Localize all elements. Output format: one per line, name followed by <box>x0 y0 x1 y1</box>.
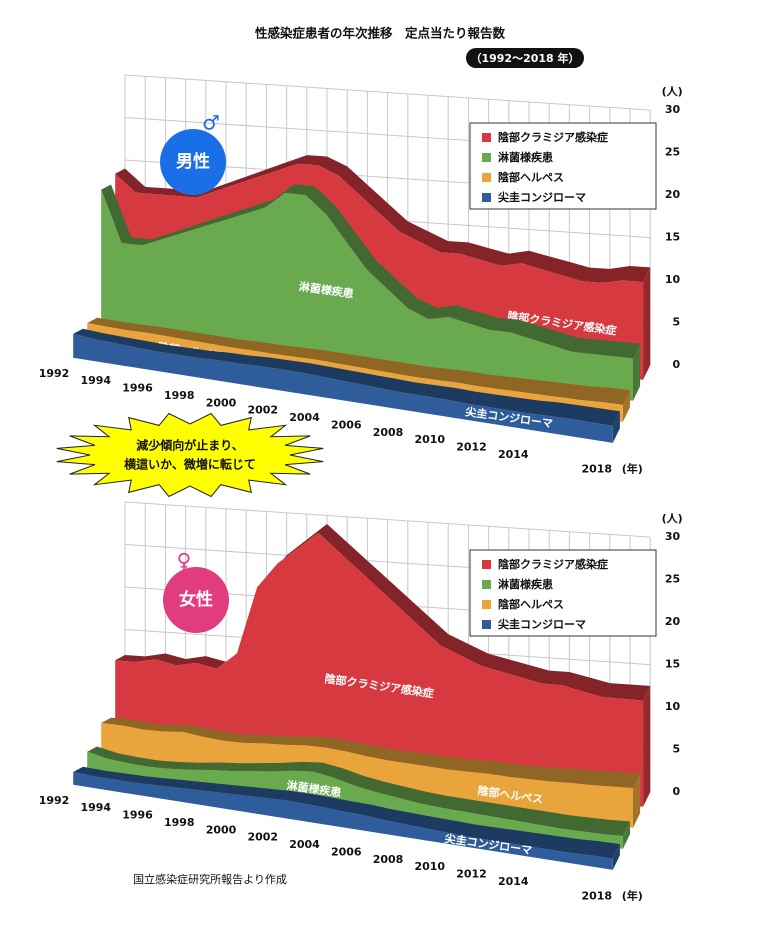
area-depth <box>115 524 651 701</box>
series-layer: 陰部ヘルペス <box>101 717 641 828</box>
area-end <box>633 343 641 401</box>
area-depth <box>87 746 630 837</box>
x-tick-label: 1994 <box>80 374 111 387</box>
x-tick-label: 1994 <box>80 801 111 814</box>
y-tick-label: 0 <box>673 358 681 371</box>
area <box>101 723 633 828</box>
x-tick-label: 1998 <box>164 389 195 402</box>
x-tick-label: 2006 <box>331 418 362 431</box>
x-tick-label: 1998 <box>164 816 195 829</box>
y-tick-label: 30 <box>665 530 681 543</box>
legend-label: 陰部ヘルペス <box>498 170 564 184</box>
y-unit: (人) <box>662 85 683 98</box>
x-tick-label: 2010 <box>414 433 445 446</box>
y-tick-label: 10 <box>665 273 681 286</box>
subtitle: （1992〜2018 年） <box>470 51 579 65</box>
area-end <box>643 685 651 807</box>
x-tick-label: 2014 <box>498 448 529 461</box>
area-end <box>633 773 641 828</box>
x-tick-label: 2012 <box>456 441 487 454</box>
annotation-line: 横這いか、微増に転じて <box>124 457 256 472</box>
legend-label: 尖圭コンジローマ <box>497 190 586 204</box>
x-tick-label: 2004 <box>289 411 320 424</box>
legend-label: 淋菌様疾患 <box>498 577 553 591</box>
x-tick-label: 2000 <box>206 396 237 409</box>
x-tick-label: 2012 <box>456 868 487 881</box>
area-end <box>612 411 620 443</box>
x-tick-label: 2006 <box>331 845 362 858</box>
y-tick-label: 0 <box>673 785 681 798</box>
area-depth <box>101 717 641 788</box>
starburst <box>56 412 324 498</box>
legend-label: 陰部ヘルペス <box>498 597 564 611</box>
legend-swatch <box>482 133 491 142</box>
x-tick-label: 2018 <box>581 890 612 903</box>
x-tick-label: 2002 <box>247 831 278 844</box>
y-tick-label: 25 <box>665 146 680 159</box>
y-tick-label: 5 <box>673 316 681 329</box>
x-tick-label: 1992 <box>39 367 70 380</box>
area-depth <box>87 317 630 405</box>
legend-swatch <box>482 193 491 202</box>
x-tick-label: 2010 <box>414 860 445 873</box>
x-tick-label: 1992 <box>39 794 70 807</box>
x-tick-label: 1996 <box>122 809 153 822</box>
legend-swatch <box>482 620 491 629</box>
y-tick-label: 20 <box>665 188 681 201</box>
x-tick-label: 1996 <box>122 382 153 395</box>
area-end <box>643 267 651 380</box>
x-unit: (年) <box>622 889 643 903</box>
x-tick-label: 2004 <box>289 838 320 851</box>
area-depth <box>73 328 620 426</box>
legend-box <box>469 549 657 637</box>
y-tick-label: 30 <box>665 103 681 116</box>
x-tick-label: 2014 <box>498 875 529 888</box>
y-tick-label: 20 <box>665 615 681 628</box>
source-note: 国立感染症研究所報告より作成 <box>133 872 287 886</box>
subtitle-pill <box>466 48 584 68</box>
legend-label: 陰部クラミジア感染症 <box>498 130 608 144</box>
y-tick-label: 10 <box>665 700 681 713</box>
chart-title: 男性 <box>176 151 210 172</box>
area-depth <box>101 184 641 359</box>
chart-title: 女性 <box>179 589 213 610</box>
x-tick-label: 2008 <box>373 426 404 439</box>
gender-symbol: ♂ <box>202 111 220 135</box>
area <box>73 772 613 870</box>
x-tick-label: 2008 <box>373 853 404 866</box>
y-tick-label: 15 <box>665 231 680 244</box>
legend-label: 淋菌様疾患 <box>498 150 553 164</box>
y-tick-label: 5 <box>673 743 681 756</box>
area-end <box>622 390 630 422</box>
series-layer: 尖圭コンジローマ <box>73 766 620 870</box>
legend-swatch <box>482 600 491 609</box>
legend-label: 陰部クラミジア感染症 <box>498 557 608 571</box>
area-depth <box>73 766 620 859</box>
page-title: 性感染症患者の年次推移 定点当たり報告数 <box>254 26 506 41</box>
legend-swatch <box>482 580 491 589</box>
area <box>87 751 623 849</box>
gender-symbol: ♀ <box>177 549 192 573</box>
badge-circle <box>163 567 229 633</box>
legend-label: 尖圭コンジローマ <box>497 617 586 631</box>
area-end <box>612 844 620 870</box>
legend-swatch <box>482 173 491 182</box>
legend-box <box>469 122 657 210</box>
y-tick-label: 15 <box>665 658 680 671</box>
x-tick-label: 2018 <box>581 463 612 476</box>
x-tick-label: 2000 <box>206 823 237 836</box>
legend-swatch <box>482 153 491 162</box>
x-unit: (年) <box>622 462 643 476</box>
y-unit: (人) <box>662 512 683 525</box>
y-tick-label: 25 <box>665 573 680 586</box>
badge-circle <box>160 129 226 195</box>
annotation-line: 減少傾向が止まり、 <box>136 438 244 453</box>
area <box>73 333 613 443</box>
area-depth <box>115 155 651 283</box>
x-tick-label: 2002 <box>247 404 278 417</box>
area-end <box>622 821 630 849</box>
legend-swatch <box>482 560 491 569</box>
